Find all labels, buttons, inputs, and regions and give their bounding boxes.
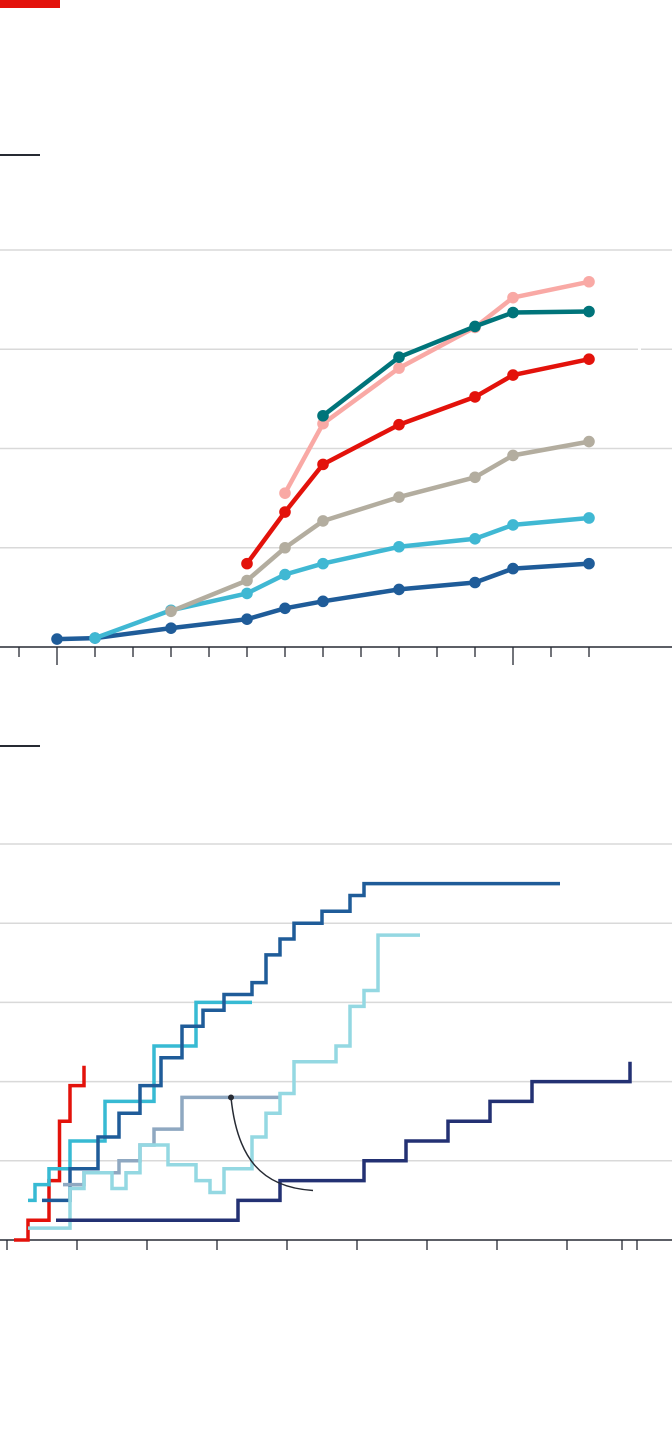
data-point [583, 305, 595, 318]
data-point [241, 587, 253, 600]
chart-2-title-rule [0, 745, 40, 747]
data-point [317, 409, 329, 422]
data-point [279, 541, 291, 554]
data-point [317, 458, 329, 471]
chart-2-gridlines [0, 843, 672, 1162]
annotation-leader-line [230, 1097, 314, 1192]
chart-1-line-chart [0, 249, 672, 665]
data-point [279, 506, 291, 518]
series-line-1 [54, 561, 592, 642]
data-point [279, 602, 291, 615]
data-point [51, 633, 63, 645]
data-point [507, 562, 519, 575]
chart-2-series [14, 881, 632, 1242]
data-point [317, 515, 329, 527]
data-point [469, 533, 481, 545]
annotation-dot [228, 1094, 234, 1101]
data-point [165, 622, 177, 634]
step-line-1 [14, 1065, 86, 1242]
data-point [469, 471, 481, 484]
data-point [583, 512, 595, 524]
data-point [583, 557, 595, 570]
data-point [241, 574, 253, 587]
data-point [279, 487, 291, 499]
series-line-3 [168, 439, 592, 614]
brand-accent-bar [0, 0, 60, 8]
data-point [469, 320, 481, 333]
data-point [165, 605, 177, 618]
series-line-6 [320, 309, 592, 418]
data-point [317, 595, 329, 608]
data-point [241, 613, 253, 626]
step-line-2 [28, 1000, 252, 1203]
data-point [507, 369, 519, 381]
data-point [393, 418, 405, 431]
chart-2-x-axis [0, 1239, 672, 1250]
chart-1-series [51, 275, 595, 645]
step-line-6 [56, 1061, 632, 1222]
step-line-5 [28, 933, 420, 1230]
data-point [469, 576, 481, 589]
data-point [393, 491, 405, 503]
data-point [279, 568, 291, 581]
data-point [507, 291, 519, 304]
data-point [393, 351, 405, 363]
data-point [507, 306, 519, 319]
data-point [583, 353, 595, 365]
data-point [469, 391, 481, 403]
data-point [507, 519, 519, 531]
data-point [583, 275, 595, 288]
step-line-3 [42, 881, 560, 1203]
series-line-5 [282, 279, 592, 496]
data-point [583, 435, 595, 448]
data-point [393, 362, 405, 374]
data-point [393, 583, 405, 596]
chart-2-step-chart [0, 843, 672, 1250]
data-point [507, 449, 519, 462]
data-point [241, 557, 253, 570]
series-line-2 [92, 515, 592, 641]
series-line-4 [244, 356, 592, 566]
chart-2-annotation [228, 1094, 314, 1192]
data-point [317, 417, 329, 430]
data-point [393, 540, 405, 553]
data-point [89, 632, 101, 644]
chart-1-title-rule [0, 154, 40, 156]
data-point [317, 557, 329, 570]
chart-1-x-axis [0, 646, 672, 665]
chart-1-gridlines [0, 249, 672, 549]
